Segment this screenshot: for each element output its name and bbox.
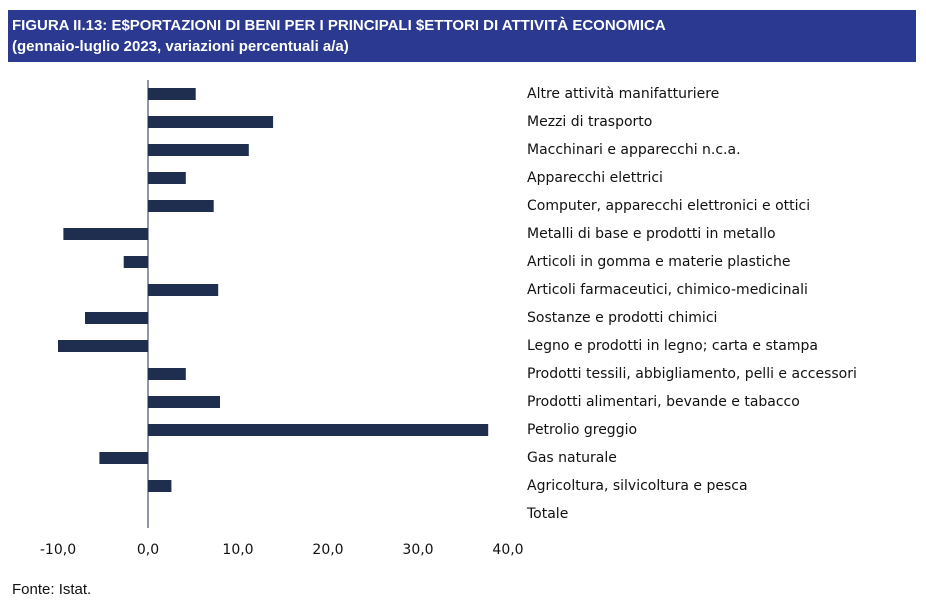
bar: [58, 340, 148, 352]
category-label: Mezzi di trasporto: [527, 114, 652, 130]
bar: [99, 452, 148, 464]
x-tick-label: 30,0: [402, 542, 433, 558]
x-tick-label: 40,0: [492, 542, 523, 558]
bar: [148, 172, 186, 184]
category-label: Articoli farmaceutici, chimico-medicinal…: [527, 282, 808, 298]
bar: [148, 200, 214, 212]
category-label: Computer, apparecchi elettronici e ottic…: [527, 198, 810, 214]
bar: [85, 312, 148, 324]
chart-subtitle: (gennaio-luglio 2023, variazioni percent…: [12, 38, 349, 55]
chart-title: FIGURA II.13: E$PORTAZIONI DI BENI PER I…: [12, 17, 666, 34]
bar: [148, 396, 220, 408]
title-band: [8, 10, 916, 62]
category-label: Legno e prodotti in legno; carta e stamp…: [527, 338, 818, 354]
x-tick-label: 20,0: [312, 542, 343, 558]
category-label: Prodotti tessili, abbigliamento, pelli e…: [527, 366, 857, 382]
bar: [148, 88, 196, 100]
category-label: Articoli in gomma e materie plastiche: [527, 254, 790, 270]
category-label: Petrolio greggio: [527, 422, 637, 438]
category-label: Agricoltura, silvicoltura e pesca: [527, 478, 748, 494]
category-label: Altre attività manifatturiere: [527, 86, 719, 102]
bar: [63, 228, 148, 240]
category-label: Macchinari e apparecchi n.c.a.: [527, 142, 741, 158]
category-label: Gas naturale: [527, 450, 617, 466]
category-label: Apparecchi elettrici: [527, 170, 663, 186]
category-label: Totale: [526, 506, 568, 522]
x-tick-label: -10,0: [40, 542, 76, 558]
category-label: Metalli di base e prodotti in metallo: [527, 226, 776, 242]
category-label: Sostanze e prodotti chimici: [527, 310, 717, 326]
source: Fonte: Istat.: [12, 581, 91, 598]
bar: [148, 424, 489, 436]
x-tick-label: 0,0: [137, 542, 159, 558]
bar: [148, 284, 219, 296]
bar: [148, 368, 186, 380]
bar: [148, 480, 172, 492]
bar: [148, 144, 249, 156]
x-tick-label: 10,0: [222, 542, 253, 558]
category-label: Prodotti alimentari, bevande e tabacco: [527, 394, 800, 410]
bar: [123, 256, 148, 268]
bar: [148, 116, 274, 128]
